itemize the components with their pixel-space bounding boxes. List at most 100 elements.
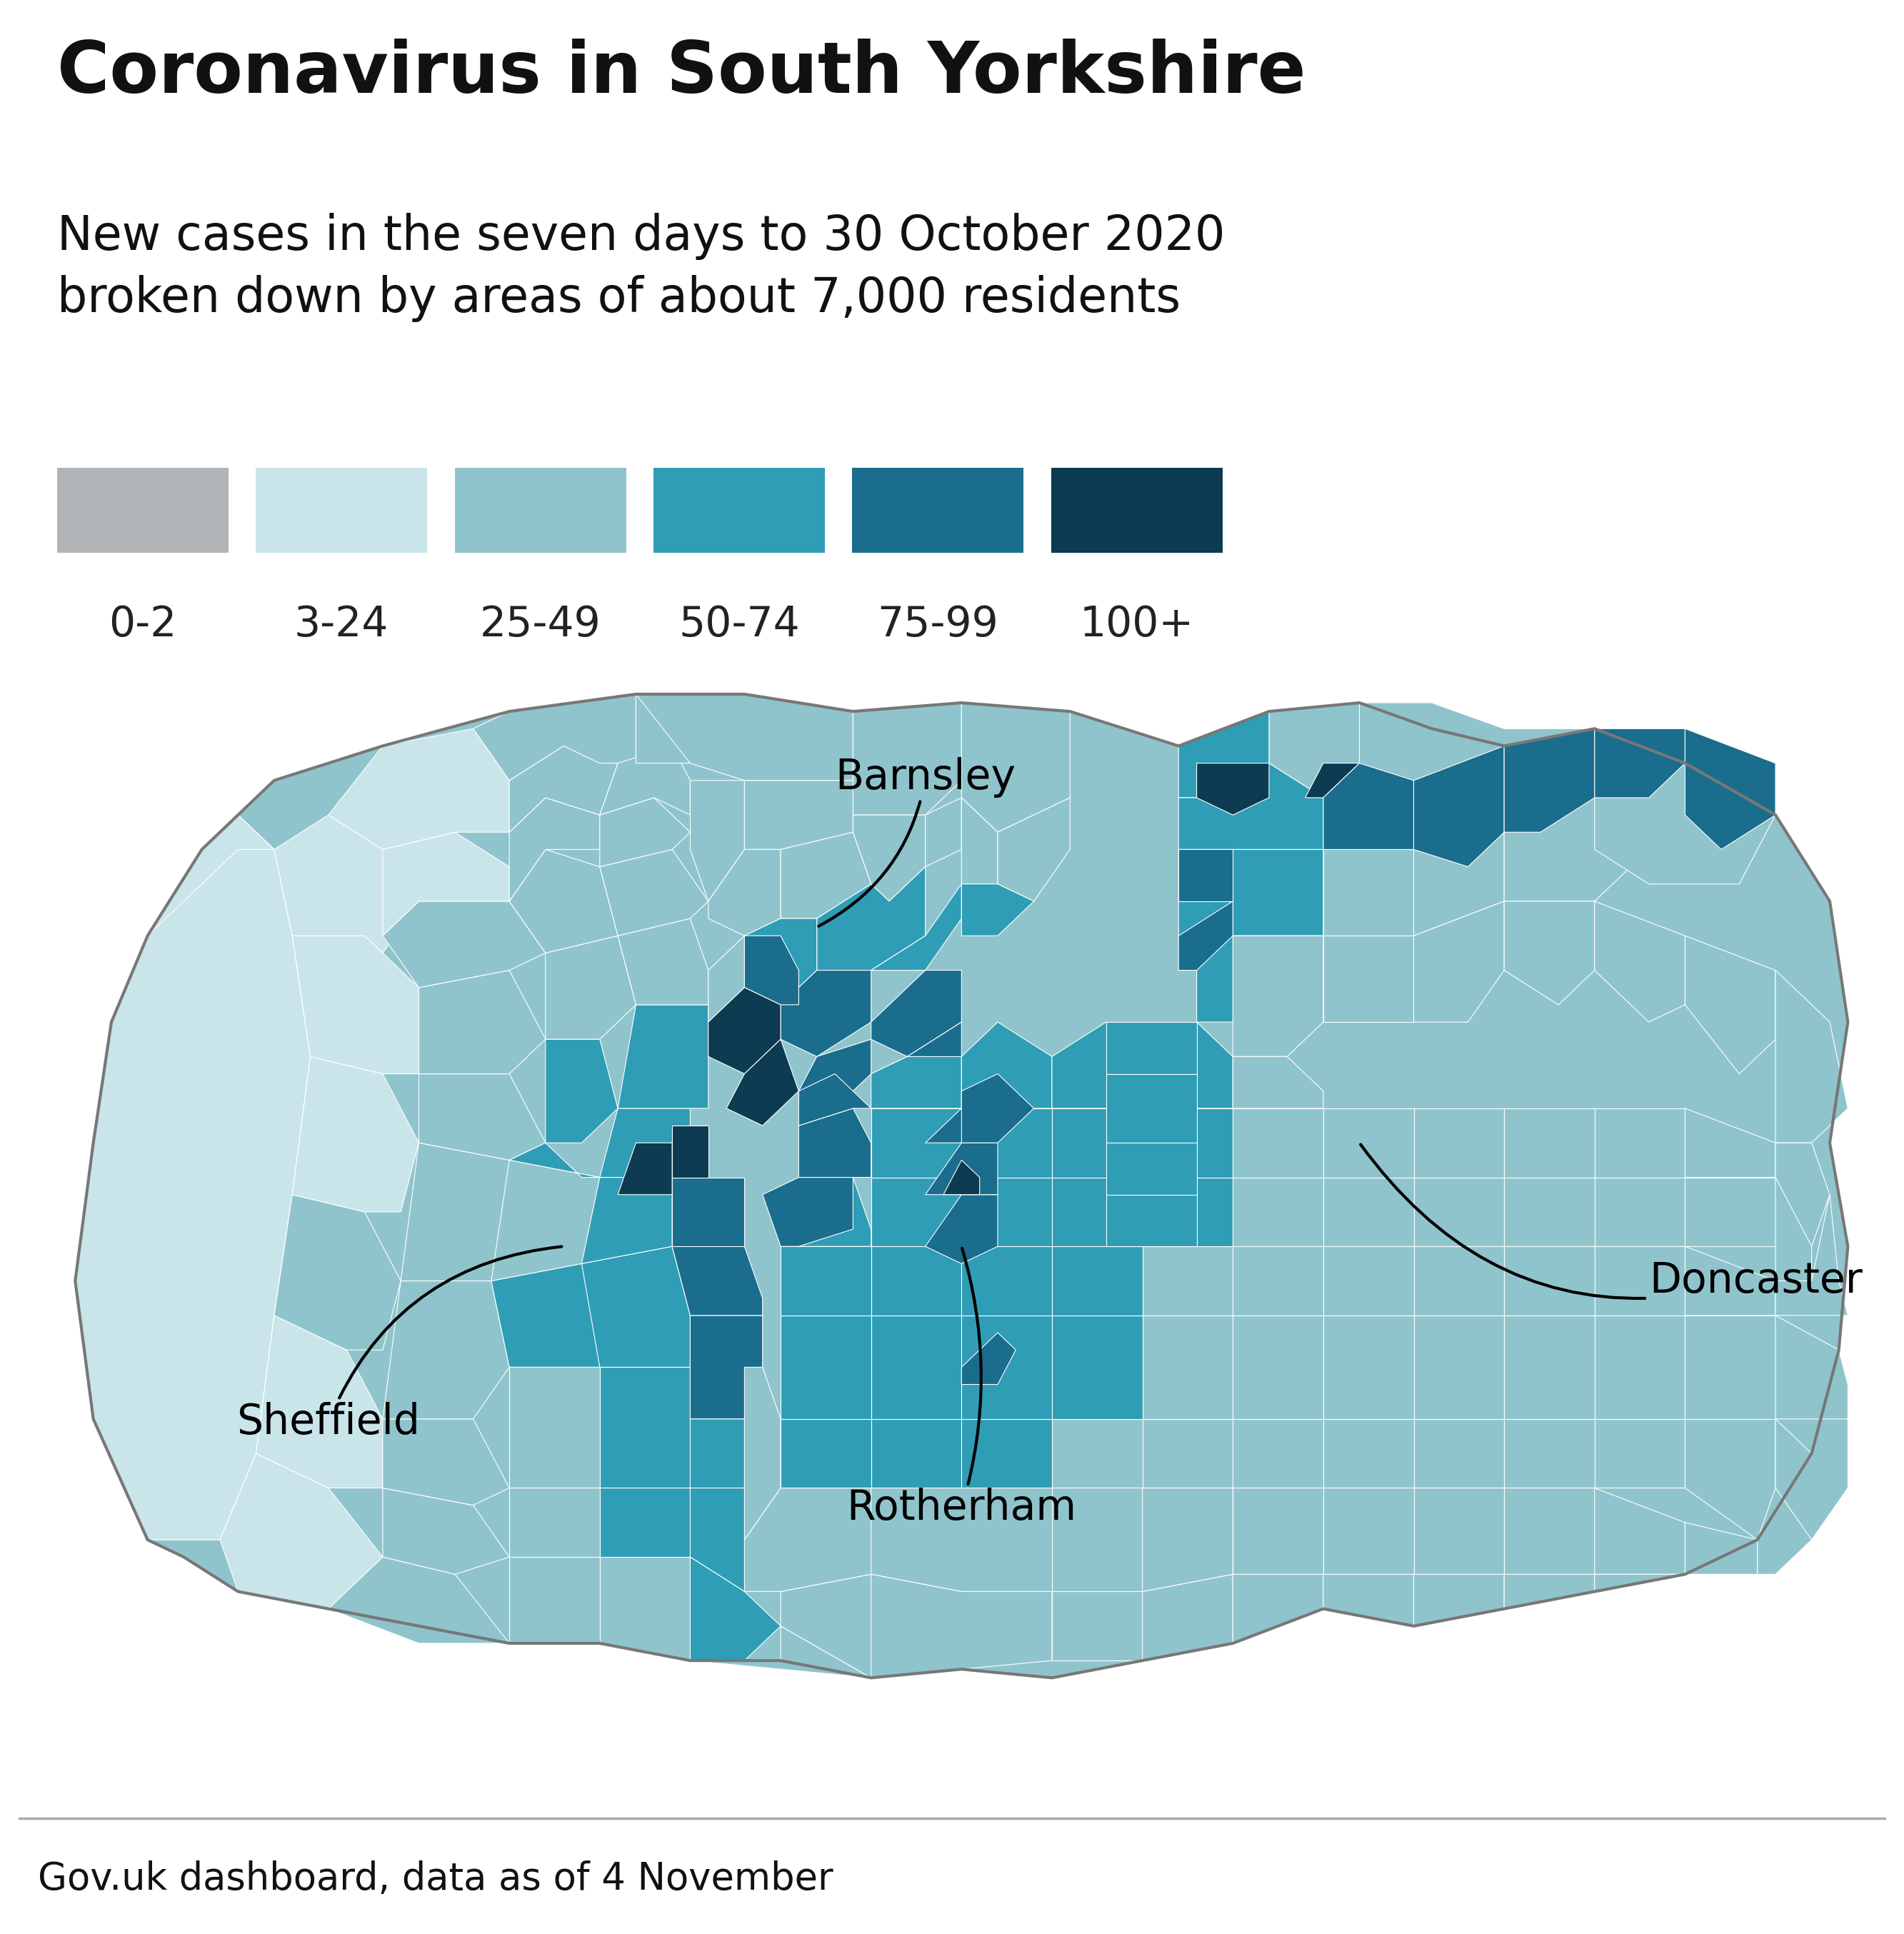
Polygon shape bbox=[1775, 1195, 1847, 1315]
Polygon shape bbox=[1306, 764, 1359, 797]
Polygon shape bbox=[1323, 1487, 1413, 1574]
Polygon shape bbox=[962, 1420, 1051, 1487]
Polygon shape bbox=[781, 971, 872, 1056]
Polygon shape bbox=[221, 1454, 383, 1609]
Polygon shape bbox=[1596, 1108, 1685, 1178]
Polygon shape bbox=[1413, 1315, 1504, 1420]
Polygon shape bbox=[600, 797, 689, 866]
Polygon shape bbox=[781, 1574, 962, 1679]
Polygon shape bbox=[962, 1178, 1051, 1245]
Text: 3-24: 3-24 bbox=[295, 603, 388, 644]
Polygon shape bbox=[1234, 1108, 1323, 1178]
Text: BBC: BBC bbox=[1731, 1847, 1834, 1890]
Polygon shape bbox=[149, 814, 274, 936]
Text: 75-99: 75-99 bbox=[878, 603, 998, 644]
Polygon shape bbox=[600, 747, 689, 814]
Polygon shape bbox=[1051, 1315, 1142, 1420]
Polygon shape bbox=[1106, 1021, 1196, 1073]
Polygon shape bbox=[1413, 1178, 1504, 1245]
Polygon shape bbox=[1234, 1245, 1323, 1315]
Polygon shape bbox=[419, 971, 545, 1073]
Polygon shape bbox=[1504, 1574, 1596, 1609]
Polygon shape bbox=[1051, 1592, 1142, 1661]
Polygon shape bbox=[600, 1108, 689, 1178]
Polygon shape bbox=[925, 1108, 998, 1143]
Text: Doncaster: Doncaster bbox=[1361, 1145, 1862, 1302]
Polygon shape bbox=[781, 1178, 872, 1245]
Polygon shape bbox=[1142, 1487, 1234, 1592]
Polygon shape bbox=[1504, 1487, 1596, 1574]
Bar bbox=[455, 468, 626, 553]
Polygon shape bbox=[1234, 1420, 1323, 1487]
Polygon shape bbox=[872, 971, 962, 1056]
Text: Sheffield: Sheffield bbox=[236, 1247, 562, 1443]
Polygon shape bbox=[510, 1367, 600, 1487]
Polygon shape bbox=[744, 936, 800, 1006]
Polygon shape bbox=[1685, 1245, 1775, 1315]
Polygon shape bbox=[872, 1178, 962, 1245]
Polygon shape bbox=[545, 936, 636, 1039]
Polygon shape bbox=[1504, 901, 1596, 1006]
Polygon shape bbox=[1051, 1021, 1142, 1108]
Polygon shape bbox=[689, 1315, 762, 1420]
Polygon shape bbox=[962, 797, 998, 884]
Polygon shape bbox=[1504, 1178, 1596, 1245]
Polygon shape bbox=[1196, 764, 1268, 814]
Polygon shape bbox=[1323, 849, 1413, 936]
Polygon shape bbox=[1596, 1420, 1685, 1487]
Polygon shape bbox=[1359, 702, 1596, 747]
Polygon shape bbox=[708, 936, 744, 1021]
Polygon shape bbox=[1504, 1315, 1596, 1420]
Polygon shape bbox=[944, 1160, 979, 1195]
Polygon shape bbox=[962, 702, 1070, 832]
Polygon shape bbox=[1142, 1245, 1234, 1315]
Polygon shape bbox=[872, 1315, 962, 1420]
Polygon shape bbox=[510, 1557, 600, 1644]
Polygon shape bbox=[329, 1557, 510, 1644]
Polygon shape bbox=[1234, 1315, 1323, 1420]
Polygon shape bbox=[1596, 1245, 1685, 1315]
Polygon shape bbox=[1685, 1420, 1775, 1539]
Polygon shape bbox=[1775, 971, 1847, 1143]
Polygon shape bbox=[672, 1126, 708, 1178]
Polygon shape bbox=[329, 729, 510, 849]
Polygon shape bbox=[1685, 1178, 1775, 1245]
Polygon shape bbox=[600, 1487, 689, 1557]
Polygon shape bbox=[1323, 1245, 1413, 1315]
Polygon shape bbox=[689, 1420, 762, 1487]
Polygon shape bbox=[1323, 764, 1413, 849]
Text: Gov.uk dashboard, data as of 4 November: Gov.uk dashboard, data as of 4 November bbox=[38, 1861, 834, 1897]
Polygon shape bbox=[962, 884, 1034, 936]
Polygon shape bbox=[1413, 747, 1504, 866]
Polygon shape bbox=[744, 1367, 781, 1539]
Polygon shape bbox=[1106, 1143, 1196, 1195]
Text: Barnsley: Barnsley bbox=[819, 756, 1015, 926]
Polygon shape bbox=[1051, 1487, 1142, 1592]
Polygon shape bbox=[962, 1108, 1051, 1178]
Text: 25-49: 25-49 bbox=[480, 603, 602, 644]
Polygon shape bbox=[636, 694, 853, 781]
Polygon shape bbox=[383, 1280, 510, 1420]
Polygon shape bbox=[1596, 729, 1685, 797]
Polygon shape bbox=[1596, 729, 1685, 764]
Bar bbox=[853, 468, 1024, 553]
Polygon shape bbox=[76, 814, 310, 1539]
Polygon shape bbox=[962, 1021, 1051, 1108]
Polygon shape bbox=[1596, 1574, 1685, 1592]
Polygon shape bbox=[744, 1487, 872, 1592]
Polygon shape bbox=[1179, 849, 1323, 936]
Polygon shape bbox=[1775, 1178, 1811, 1280]
Polygon shape bbox=[1323, 1420, 1413, 1487]
Polygon shape bbox=[781, 1315, 872, 1420]
Polygon shape bbox=[383, 901, 545, 988]
Polygon shape bbox=[510, 1487, 600, 1557]
Polygon shape bbox=[255, 1315, 383, 1487]
Polygon shape bbox=[1504, 1108, 1596, 1178]
Polygon shape bbox=[1323, 1108, 1413, 1178]
Polygon shape bbox=[1179, 849, 1234, 901]
Polygon shape bbox=[1234, 1056, 1323, 1108]
Polygon shape bbox=[383, 832, 510, 936]
Polygon shape bbox=[76, 694, 1847, 1679]
Polygon shape bbox=[1234, 1574, 1323, 1644]
Polygon shape bbox=[274, 814, 419, 953]
